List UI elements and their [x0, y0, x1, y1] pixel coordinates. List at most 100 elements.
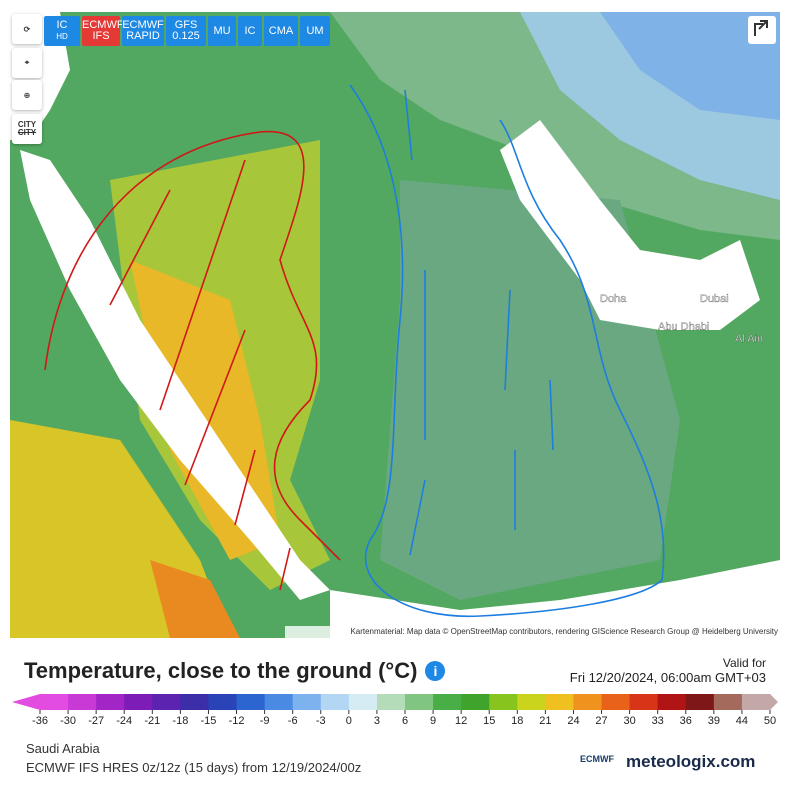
- colorbar-tick-label: 0: [346, 715, 352, 727]
- colorbar-tick-label: -15: [201, 715, 217, 727]
- persian-gulf: [500, 120, 760, 330]
- button-label: RAPID: [126, 30, 160, 42]
- colorbar-segment: [96, 694, 125, 710]
- colorbar-segment: [264, 694, 294, 710]
- model-button[interactable]: CMA: [264, 16, 298, 46]
- colorbar-segment: [433, 694, 462, 710]
- colorbar-tick-label: 27: [595, 715, 607, 727]
- colorbar-segment: [461, 694, 490, 710]
- model-info: ECMWF IFS HRES 0z/12z (15 days) from 12/…: [26, 760, 362, 775]
- colorbar-tick-label: 33: [652, 715, 664, 727]
- button-label: HD: [56, 32, 68, 41]
- colorbar-tick-label: 44: [736, 715, 748, 727]
- model-button[interactable]: UM: [300, 16, 330, 46]
- colorbar-tick-label: 15: [483, 715, 495, 727]
- colorbar-tick-label: 30: [623, 715, 635, 727]
- button-label: UM: [306, 24, 324, 37]
- ecmwf-logo: ECMWF: [580, 754, 614, 764]
- red-sea: [20, 150, 330, 600]
- colorbar-end: [12, 694, 40, 710]
- colorbar-tick-label: -9: [260, 715, 270, 727]
- arabian-sea: [330, 560, 780, 638]
- colorbar-segment: [601, 694, 631, 710]
- colorbar-segment: [236, 694, 266, 710]
- colorbar-segment: [68, 694, 97, 710]
- colorbar-tick-label: -24: [116, 715, 132, 727]
- colorbar-segment: [376, 694, 406, 710]
- title: Temperature, close to the ground (°C) i: [24, 658, 446, 684]
- title-text: Temperature, close to the ground (°C): [24, 658, 418, 683]
- city-label: Dubai: [700, 293, 729, 305]
- colorbar-segment: [629, 694, 659, 710]
- button-label: ECMWF: [82, 19, 124, 31]
- colorbar-tick-label: 50: [764, 715, 776, 727]
- colorbar-segment: [320, 694, 350, 710]
- colorbar-tick-label: 24: [567, 715, 579, 727]
- model-button[interactable]: ECMWF IFS: [82, 16, 124, 46]
- colorbar-tick-label: 12: [455, 715, 467, 727]
- colorbar-segment: [545, 694, 574, 710]
- button-label: CMA: [268, 24, 294, 37]
- site-logo: meteologix.com: [626, 752, 756, 771]
- button-label: GFS: [174, 19, 198, 31]
- colorbar: -36 -30 -27 -24 -21 -18 -15 -12 -9 -6 -3 0 3 6 9 12 15 18…: [12, 694, 778, 727]
- colorbar-segment: [124, 694, 153, 710]
- refresh-button[interactable]: ⟳: [12, 14, 42, 44]
- colorbar-tick-label: -6: [288, 715, 298, 727]
- colorbar-tick-label: -36: [32, 715, 48, 727]
- model-button[interactable]: GFS 0.125: [166, 16, 206, 46]
- colorbar-tick-label: 39: [708, 715, 720, 727]
- model-button[interactable]: MU: [208, 16, 236, 46]
- location-button[interactable]: ⌖: [12, 48, 42, 78]
- map-africa-hot: [150, 560, 240, 638]
- colorbar-tick-label: 3: [374, 715, 380, 727]
- colorbar-segment: [208, 694, 238, 710]
- colorbar-tick-label: -21: [144, 715, 160, 727]
- colorbar-segment: [348, 694, 378, 710]
- city-label: Doha: [600, 293, 627, 305]
- colorbar-segment: [405, 694, 434, 710]
- colorbar-segment: [517, 694, 546, 710]
- city-label: CITY: [17, 128, 37, 137]
- model-button[interactable]: IC HD: [44, 16, 80, 46]
- colorbar-tick-label: 18: [511, 715, 523, 727]
- colorbar-tick-label: 21: [539, 715, 551, 727]
- colorbar-tick-label: 6: [402, 715, 408, 727]
- colorbar-tick-label: -3: [316, 715, 326, 727]
- button-label: IC: [56, 19, 68, 31]
- colorbar-tick-label: -18: [172, 715, 188, 727]
- valid-time: Fri 12/20/2024, 06:00am GMT+03: [569, 670, 766, 685]
- model-button[interactable]: ECMWF RAPID: [122, 16, 164, 46]
- colorbar-tick-label: -27: [88, 715, 104, 727]
- colorbar-segment: [152, 694, 181, 710]
- cold-arrows: [349, 84, 665, 617]
- colorbar-tick-label: -12: [229, 715, 245, 727]
- model-button[interactable]: IC: [238, 16, 262, 46]
- colorbar-segment: [657, 694, 687, 710]
- colorbar-segment: [180, 694, 209, 710]
- colorbar-segment: [489, 694, 518, 710]
- attribution: Kartenmaterial: Map data © OpenStreetMap…: [350, 627, 778, 636]
- button-label: IFS: [92, 30, 110, 42]
- colorbar-segment: [713, 694, 743, 710]
- colorbar-segment: [292, 694, 322, 710]
- valid-label: Valid for: [722, 656, 766, 670]
- colorbar-segment: [741, 694, 771, 710]
- city-label: Al Ain: [735, 333, 763, 345]
- city-label: Abu Dhabi: [658, 321, 709, 333]
- zoom-button[interactable]: ⊕: [12, 80, 42, 110]
- warm-arrows: [44, 130, 341, 591]
- colorbar-segment: [685, 694, 715, 710]
- info-button[interactable]: i: [425, 661, 446, 681]
- attribution-bg: [285, 626, 780, 638]
- city-toggle[interactable]: CITY CITY: [12, 114, 42, 144]
- colorbar-tick-label: 9: [430, 715, 436, 727]
- map-colder-zone: [600, 12, 780, 120]
- button-label: 0.125: [172, 30, 200, 42]
- colorbar-tick-label: -30: [60, 715, 76, 727]
- colorbar-end: [770, 694, 778, 710]
- share-icon: [754, 20, 768, 36]
- region: Saudi Arabia: [26, 741, 100, 756]
